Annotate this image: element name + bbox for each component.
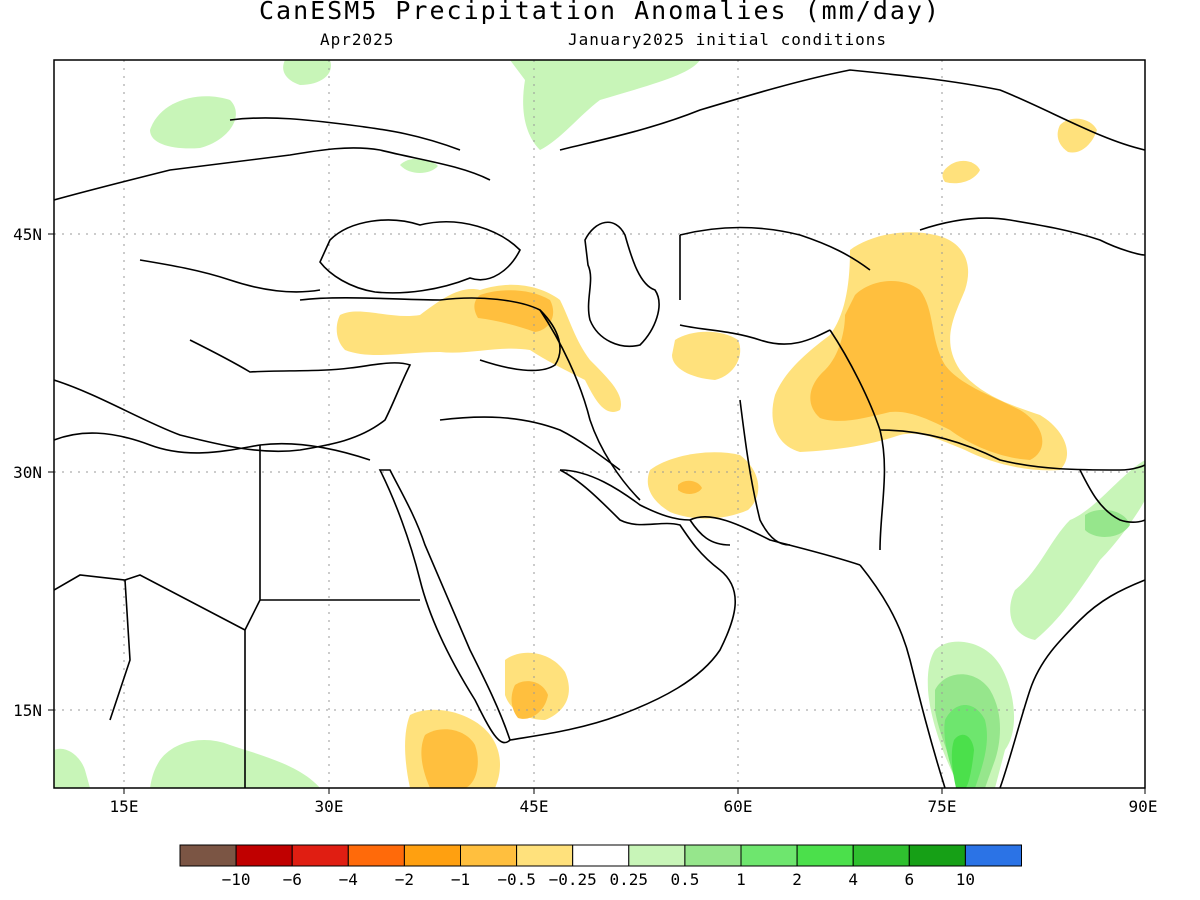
colorbar-label: −0.5 xyxy=(497,870,536,889)
wet-anomaly-region xyxy=(1010,460,1145,640)
country-border xyxy=(679,324,831,345)
anomaly-shading xyxy=(54,60,1145,788)
dry-anomaly-region xyxy=(474,290,554,332)
y-tick-label: 15N xyxy=(13,701,42,720)
colorbar-swatch xyxy=(291,844,349,867)
colorbar-swatch xyxy=(347,844,405,867)
y-tick-label: 45N xyxy=(13,225,42,244)
colorbar-swatch xyxy=(796,844,854,867)
dry-anomaly-region xyxy=(511,681,548,719)
colorbar-label: 1 xyxy=(736,870,746,889)
colorbar-swatch xyxy=(572,844,630,867)
country-border xyxy=(244,445,261,788)
mediterranean-coast xyxy=(54,339,412,453)
wet-anomaly-region xyxy=(150,96,236,149)
colorbar-label: −6 xyxy=(283,870,302,889)
dry-anomaly-region xyxy=(647,452,759,519)
colorbar: −10 −6 −4 −2 −1 −0.5 −0.25 0.25 0.5 1 2 4 6 10 xyxy=(179,844,1023,889)
colorbar-swatch xyxy=(852,844,910,867)
arabian-peninsula-coast xyxy=(509,469,736,741)
colorbar-swatch xyxy=(235,844,293,867)
iran-pakistan-coast xyxy=(689,516,861,566)
country-border xyxy=(439,416,621,471)
colorbar-label: −2 xyxy=(395,870,414,889)
dry-anomaly-region xyxy=(942,160,980,184)
country-border xyxy=(229,117,461,151)
wet-anomaly-region xyxy=(1085,509,1130,537)
country-border xyxy=(54,574,246,631)
colorbar-swatch xyxy=(179,844,237,867)
black-sea-coast xyxy=(319,219,521,294)
x-tick-label: 30E xyxy=(315,797,344,816)
colorbar-swatch xyxy=(908,844,966,867)
turkey-border xyxy=(299,296,561,372)
north-africa-coast xyxy=(54,432,371,461)
dry-anomaly-region xyxy=(1057,118,1097,153)
colorbar-swatch xyxy=(628,844,686,867)
india-coast xyxy=(859,564,1145,788)
colorbar-swatch xyxy=(403,844,461,867)
colorbar-label: 6 xyxy=(904,870,914,889)
colorbar-label: −1 xyxy=(451,870,470,889)
x-tick-label: 75E xyxy=(928,797,957,816)
initial-conditions: January2025 initial conditions xyxy=(568,30,887,49)
wet-anomaly-region xyxy=(150,740,320,788)
dry-anomaly-region xyxy=(672,331,741,380)
forecast-month: Apr2025 xyxy=(320,30,395,49)
country-border xyxy=(559,69,1145,151)
colorbar-swatch xyxy=(460,844,518,867)
colorbar-label: 4 xyxy=(848,870,858,889)
country-border xyxy=(139,259,321,293)
country-border xyxy=(679,226,871,300)
country-border xyxy=(739,399,791,546)
country-border xyxy=(109,579,131,721)
dry-anomaly-region xyxy=(678,480,702,494)
colorbar-label: 10 xyxy=(956,870,975,889)
colorbar-label: 0.5 xyxy=(670,870,699,889)
map-frame xyxy=(53,59,1146,789)
country-border xyxy=(879,429,1145,471)
wet-anomaly-region xyxy=(54,748,90,788)
axis-ticks xyxy=(48,233,1146,794)
x-tick-label: 15E xyxy=(110,797,139,816)
persian-gulf-coast xyxy=(559,469,731,546)
y-tick-label: 30N xyxy=(13,463,42,482)
colorbar-label: −10 xyxy=(222,870,251,889)
x-tick-label: 45E xyxy=(520,797,549,816)
colorbar-swatch xyxy=(964,844,1023,867)
dry-anomaly-region xyxy=(810,280,1043,460)
wet-anomaly-region xyxy=(510,60,700,150)
dry-anomaly-region xyxy=(421,729,478,788)
colorbar-label: −0.25 xyxy=(549,870,597,889)
country-border xyxy=(919,217,1145,256)
colorbar-label: −4 xyxy=(339,870,358,889)
x-tick-label: 90E xyxy=(1129,797,1158,816)
colorbar-swatch xyxy=(740,844,798,867)
colorbar-label: 0.25 xyxy=(610,870,649,889)
colorbar-label: 2 xyxy=(792,870,802,889)
country-border xyxy=(54,147,491,201)
country-border xyxy=(1079,469,1145,523)
map-title: CanESM5 Precipitation Anomalies (mm/day) xyxy=(258,0,942,25)
coastlines-borders xyxy=(54,69,1145,788)
red-sea-coast xyxy=(378,469,511,744)
wet-anomaly-region xyxy=(400,158,438,173)
caspian-sea-coast xyxy=(584,221,660,347)
colorbar-swatch xyxy=(516,844,574,867)
wet-anomaly-region xyxy=(283,60,331,85)
colorbar-swatch xyxy=(684,844,742,867)
x-tick-label: 60E xyxy=(724,797,753,816)
country-border xyxy=(539,309,641,501)
wet-anomaly-region xyxy=(951,734,974,788)
